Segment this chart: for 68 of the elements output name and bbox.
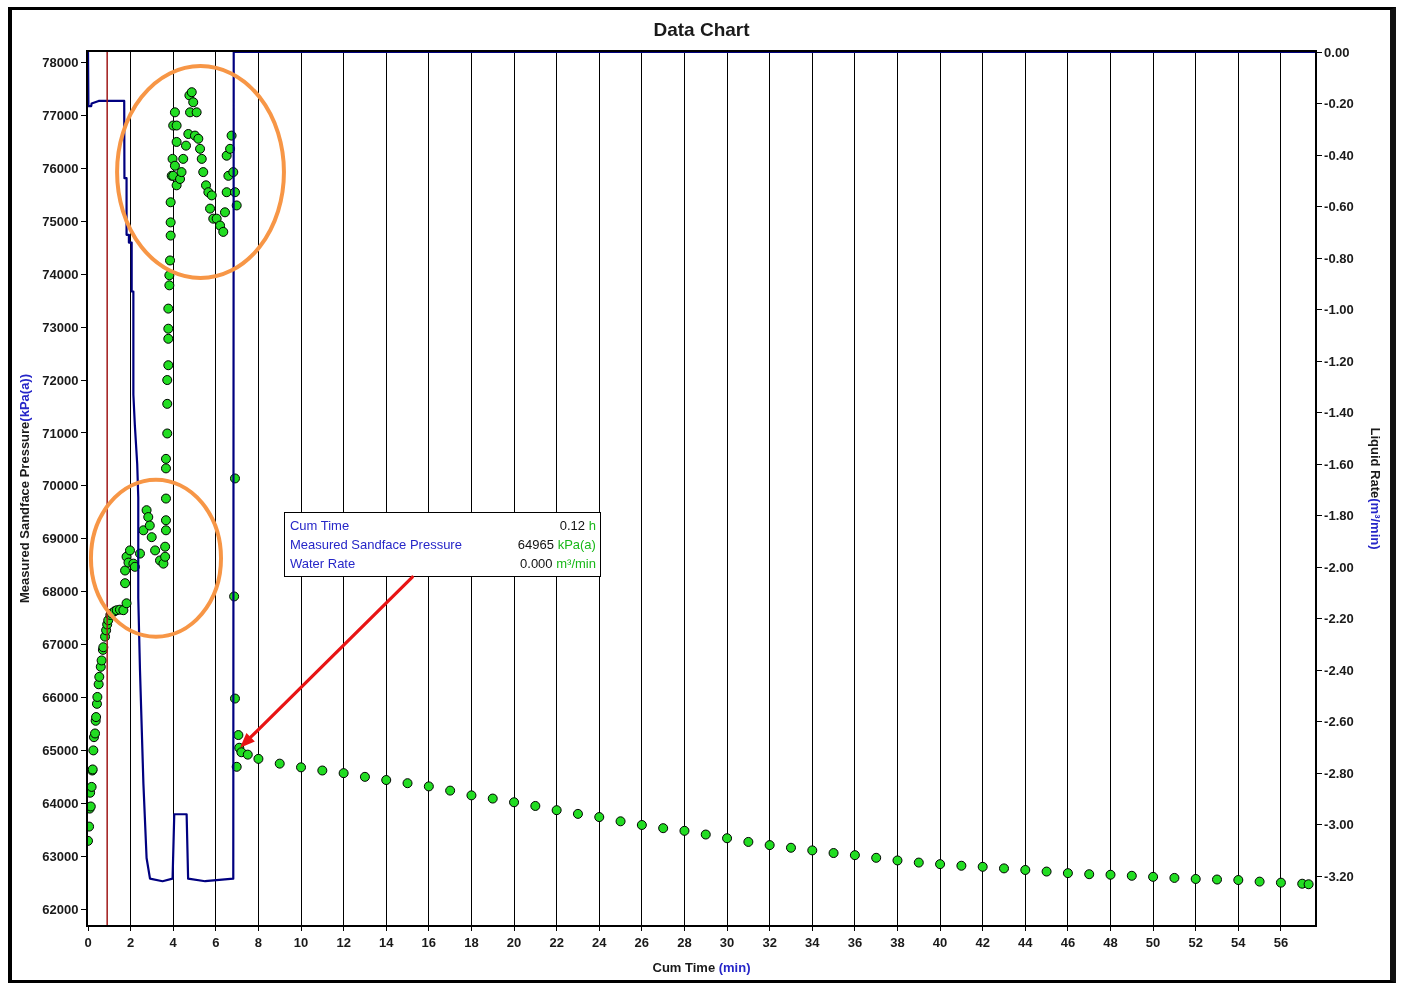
y-tick-label: 76000 <box>42 160 79 176</box>
x-tick-label: 52 <box>1188 934 1203 950</box>
y-axis-title: Measured Sandface Pressure(kPa(a)) <box>16 373 32 604</box>
y-tick-label: 65000 <box>42 742 79 758</box>
callout-box: Cum Time 0.12 h Measured Sandface Pressure 64965 kPa(a) Water Rate 0.000 m³/min <box>283 512 601 578</box>
x-tick-label: 22 <box>549 934 564 950</box>
y2-tick-label: -0.20 <box>1324 96 1354 112</box>
y2-axis-title: Liquid Rate(m³/min) <box>1367 427 1383 550</box>
x-axis-title: Cum Time (min) <box>652 959 751 975</box>
y2-tick-label: -0.80 <box>1324 250 1354 266</box>
x-tick-label: 6 <box>212 934 220 950</box>
y2-tick-label: -1.60 <box>1324 456 1354 472</box>
x-tick-label: 48 <box>1103 934 1118 950</box>
x-tick-label: 2 <box>126 934 135 950</box>
y-tick-label: 78000 <box>42 55 79 71</box>
x-tick-label: 42 <box>975 934 990 950</box>
x-tick-label: 36 <box>847 934 863 950</box>
x-tick-label: 44 <box>1018 934 1034 950</box>
x-tick-label: 50 <box>1145 934 1161 950</box>
y2-tick-label: -2.80 <box>1324 765 1354 781</box>
y-tick-label: 68000 <box>42 584 79 600</box>
y2-tick-label: -0.40 <box>1324 147 1354 163</box>
x-tick-label: 28 <box>677 934 692 950</box>
x-tick-label: 32 <box>762 934 777 950</box>
x-tick-label: 38 <box>890 934 905 950</box>
y2-tick-label: -2.20 <box>1324 611 1354 627</box>
x-tick-label: 24 <box>592 934 608 950</box>
x-tick-label: 20 <box>506 934 522 950</box>
x-tick-label: 54 <box>1231 934 1247 950</box>
x-tick-label: 46 <box>1060 934 1076 950</box>
y-tick-label: 69000 <box>42 531 79 547</box>
x-tick-label: 16 <box>421 934 437 950</box>
x-tick-label: 30 <box>719 934 735 950</box>
y2-tick-label: -2.60 <box>1324 714 1354 730</box>
x-tick-label: 12 <box>336 934 351 950</box>
y-tick-label: 72000 <box>42 372 79 388</box>
x-tick-label: 4 <box>169 934 178 950</box>
x-tick-label: 8 <box>254 934 263 950</box>
y-tick-label: 62000 <box>42 901 79 917</box>
y2-tick-label: -0.60 <box>1324 199 1354 215</box>
x-tick-label: 56 <box>1273 934 1289 950</box>
y2-tick-label: -1.40 <box>1324 405 1354 421</box>
y2-tick-label: -2.40 <box>1324 662 1354 678</box>
x-tick-label: 40 <box>932 934 948 950</box>
y-tick-label: 77000 <box>42 108 79 124</box>
x-tick-label: 18 <box>464 934 479 950</box>
y2-tick-label: -3.00 <box>1324 817 1354 833</box>
y-tick-label: 73000 <box>42 319 79 335</box>
y-tick-label: 74000 <box>42 266 79 282</box>
x-tick-label: 10 <box>293 934 309 950</box>
y-tick-label: 67000 <box>42 637 79 653</box>
x-tick-label: 0 <box>84 934 92 950</box>
y-tick-label: 64000 <box>42 795 79 811</box>
y-tick-label: 66000 <box>42 690 79 706</box>
y2-tick-label: -1.00 <box>1324 302 1354 318</box>
y-tick-label: 75000 <box>42 213 79 229</box>
y2-tick-label: -3.20 <box>1324 868 1354 884</box>
x-tick-label: 34 <box>805 934 821 950</box>
x-tick-label: 26 <box>634 934 650 950</box>
y2-tick-label: 0.00 <box>1324 44 1350 60</box>
y-tick-label: 63000 <box>42 848 79 864</box>
y-tick-label: 71000 <box>42 425 79 441</box>
x-tick-label: 14 <box>379 934 395 950</box>
y-tick-label: 70000 <box>42 478 79 494</box>
y2-tick-label: -1.80 <box>1324 508 1354 524</box>
y2-tick-label: -2.00 <box>1324 559 1354 575</box>
y2-tick-label: -1.20 <box>1324 353 1354 369</box>
chart-title: Data Chart <box>653 18 751 40</box>
